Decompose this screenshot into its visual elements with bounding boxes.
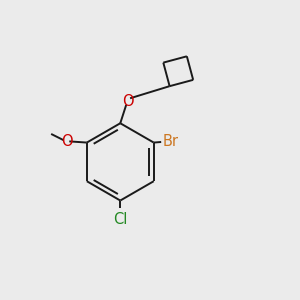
Text: Br: Br	[162, 134, 178, 149]
Text: Cl: Cl	[113, 212, 127, 226]
Text: O: O	[122, 94, 134, 110]
Text: O: O	[61, 134, 72, 149]
